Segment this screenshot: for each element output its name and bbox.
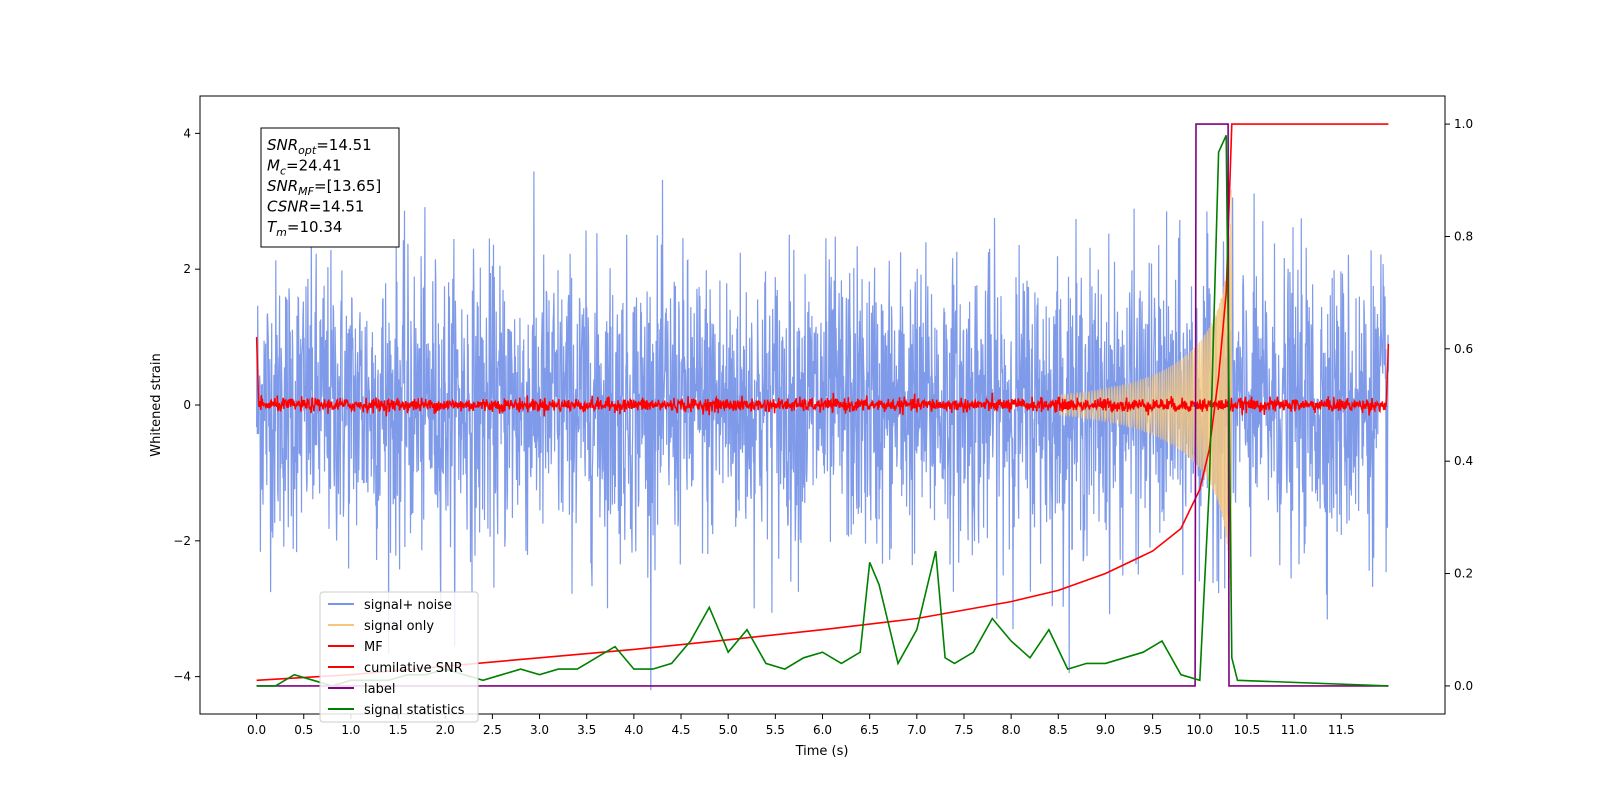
x-tick-label: 5.0	[719, 723, 738, 737]
series-signal-only	[1057, 189, 1233, 628]
x-tick-label: 10.5	[1234, 723, 1261, 737]
y-tick-label: −2	[173, 534, 191, 548]
y2-axis: 1.0 0.8 0.6 0.4 0.2 0.0	[1445, 117, 1473, 693]
x-tick-label: 3.5	[577, 723, 596, 737]
x-tick-label: 8.5	[1049, 723, 1068, 737]
x-tick-label: 6.5	[860, 723, 879, 737]
x-tick-label: 6.0	[813, 723, 832, 737]
annotation-line: Mc=24.41	[267, 157, 342, 178]
y2-tick-label: 0.4	[1454, 454, 1473, 468]
x-tick-label: 2.0	[436, 723, 455, 737]
x-tick-label: 4.0	[624, 723, 643, 737]
series-cumulative-snr	[256, 123, 1389, 682]
y-tick-label: −4	[173, 670, 191, 684]
legend-entry: signal statistics	[364, 703, 465, 718]
x-axis-label: Time (s)	[795, 744, 849, 759]
x-tick-label: 4.5	[671, 723, 690, 737]
x-tick-label: 10.0	[1186, 723, 1213, 737]
x-tick-label: 5.5	[766, 723, 785, 737]
annotation-box: SNRopt=14.51Mc=24.41SNRMF=[13.65]CSNR=14…	[260, 127, 400, 248]
annotation-line: CSNR=14.51	[267, 198, 364, 216]
legend-entry: MF	[364, 640, 383, 655]
x-tick-label: 1.0	[341, 723, 360, 737]
x-tick-label: 11.5	[1328, 723, 1355, 737]
y-tick-label: 4	[183, 126, 191, 140]
legend-entry: cumilative SNR	[364, 661, 463, 676]
series-layer	[255, 123, 1390, 691]
legend-entry: label	[364, 682, 395, 697]
y-axis: 4 2 0 −2 −4	[173, 126, 200, 684]
x-tick-label: 2.5	[483, 723, 502, 737]
x-tick-label: 3.0	[530, 723, 549, 737]
x-axis: 0.0 0.5 1.0 1.5 2.0 2.5 3.0 3.5 4.0 4.5 5.0 5.5 6.0 6…	[247, 714, 1355, 737]
y-axis-label: Whitened strain	[149, 353, 164, 456]
x-tick-label: 8.0	[1002, 723, 1021, 737]
series-mf	[255, 337, 1390, 417]
y2-tick-label: 0.2	[1454, 567, 1473, 581]
x-tick-label: 0.5	[294, 723, 313, 737]
legend-entry: signal only	[364, 619, 434, 634]
annotation-line: SNRMF=[13.65]	[267, 177, 381, 198]
x-tick-label: 9.0	[1096, 723, 1115, 737]
legend-frame	[319, 591, 479, 723]
x-tick-label: 11.0	[1281, 723, 1308, 737]
annotation-line: Tm=10.34	[267, 218, 342, 239]
x-tick-label: 9.5	[1143, 723, 1162, 737]
y2-tick-label: 0.6	[1454, 342, 1473, 356]
x-tick-label: 1.5	[389, 723, 408, 737]
annotation-frame	[260, 127, 400, 248]
y2-tick-label: 0.0	[1454, 679, 1473, 693]
legend-entry: signal+ noise	[364, 598, 452, 613]
legend: signal+ noise signal only MF cumilative SNR…	[319, 591, 479, 723]
y-tick-label: 2	[183, 262, 191, 276]
x-tick-label: 7.5	[954, 723, 973, 737]
y-tick-label: 0	[183, 398, 191, 412]
y2-tick-label: 0.8	[1454, 229, 1473, 243]
x-tick-label: 0.0	[247, 723, 266, 737]
y2-tick-label: 1.0	[1454, 117, 1473, 131]
series-label	[256, 123, 1389, 687]
x-tick-label: 7.0	[907, 723, 926, 737]
annotation-line: SNRopt=14.51	[267, 136, 372, 157]
